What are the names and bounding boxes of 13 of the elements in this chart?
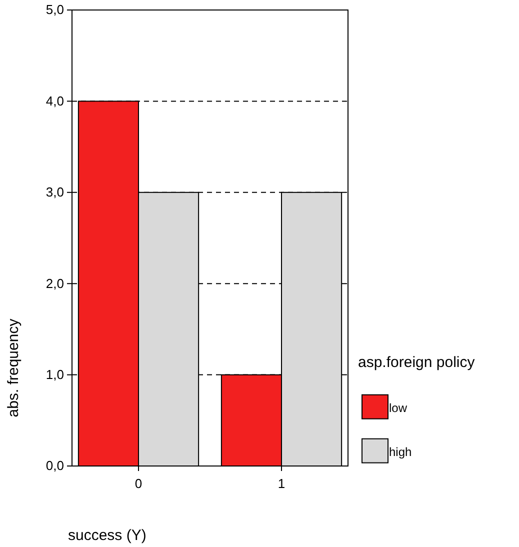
y-tick-label: 2,0 bbox=[46, 276, 64, 291]
y-axis-title: abs. frequency bbox=[5, 318, 22, 418]
y-tick-label: 5,0 bbox=[46, 2, 64, 18]
legend-label: high bbox=[389, 444, 412, 459]
y-tick-label: 3,0 bbox=[46, 184, 64, 200]
y-tick-label: 0,0 bbox=[46, 458, 64, 474]
x-axis-title: success (Y) bbox=[68, 527, 146, 544]
x-tick-label: 0 bbox=[134, 476, 142, 491]
x-tick-label: 1 bbox=[278, 476, 286, 491]
legend-label: low bbox=[389, 400, 408, 415]
y-tick-label: 1,0 bbox=[46, 366, 64, 382]
y-tick-label: 4,0 bbox=[46, 93, 64, 108]
legend-title: asp.foreign policy bbox=[358, 354, 476, 371]
